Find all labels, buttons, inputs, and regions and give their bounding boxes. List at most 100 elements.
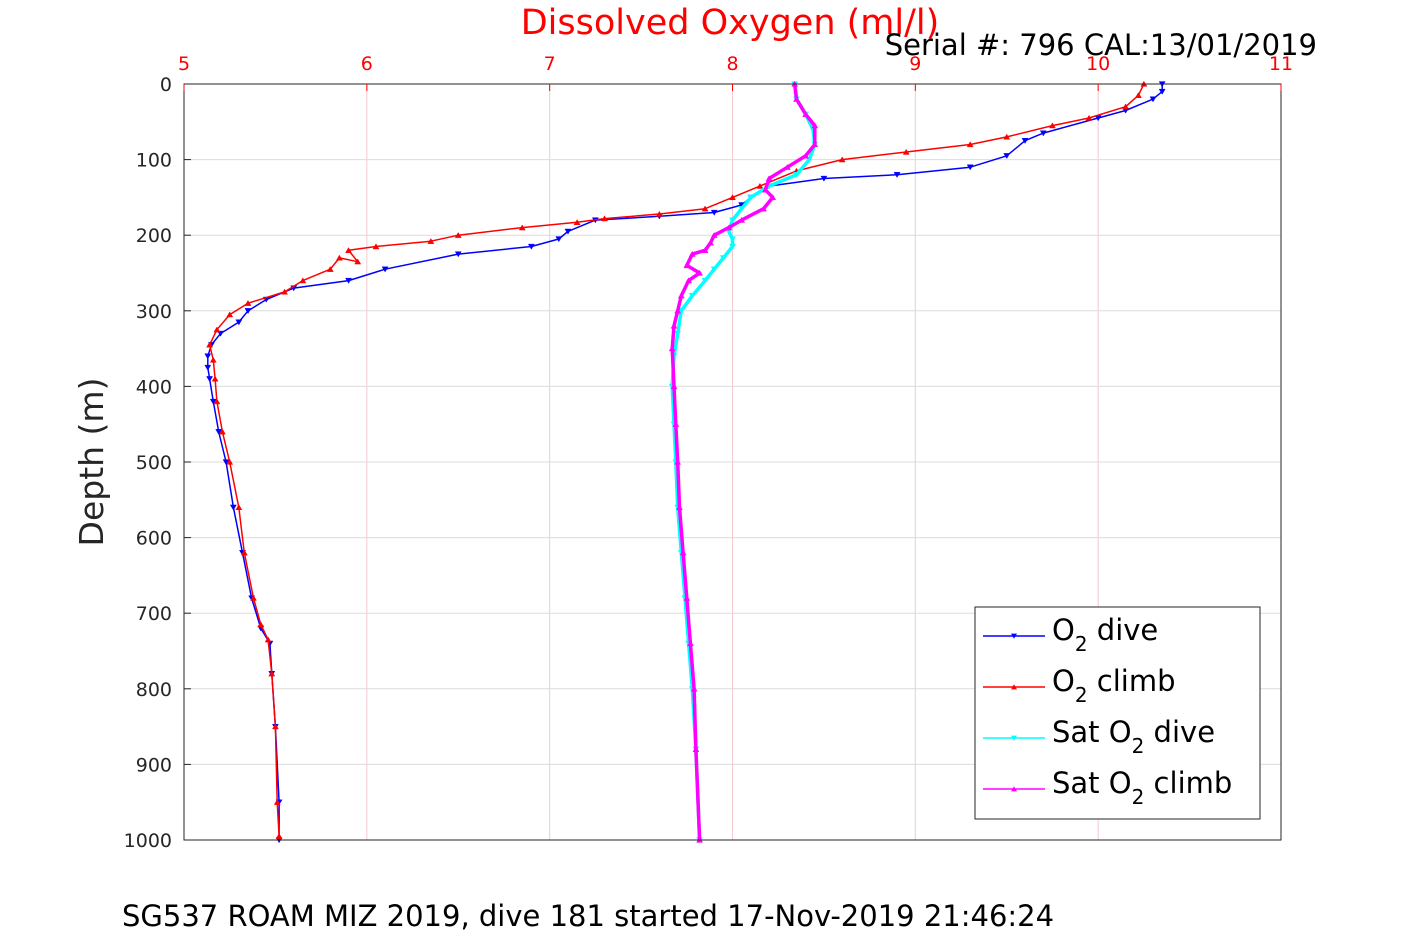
sat_climb-point [710,232,718,238]
o2_climb-point [218,428,226,435]
o2_dive-point [1021,138,1029,144]
sat_climb-point [811,141,819,148]
x-tick-label: 6 [361,53,373,75]
o2_dive-point [564,228,572,235]
o2_climb-point [271,723,279,730]
o2_climb-point [275,833,283,839]
o2_climb-point [235,504,243,511]
sat_climb-point [677,292,685,299]
o2_climb-point [226,311,234,318]
o2_climb-point [209,356,217,363]
sat_climb-point [793,95,800,102]
o2_climb-point [655,210,663,217]
o2_climb-point [211,375,219,382]
sat_climb-point [676,504,683,511]
legend-item-sat_dive: Sat O2 dive [983,715,1215,758]
legend-label: O2 climb [1052,664,1176,707]
o2_climb-point [966,141,974,148]
sat_dive-point [677,308,685,314]
legend-label: Sat O2 dive [1052,715,1215,758]
sat_climb-point [688,250,696,257]
sat_climb-point [701,247,709,253]
sat_climb-point [668,345,676,352]
o2_climb-point [372,243,380,250]
y-tick-label: 600 [136,528,172,550]
o2_dive-point [204,364,212,371]
series-sat_climb [668,80,819,843]
dive-info-footer: SG537 ROAM MIZ 2019, dive 181 started 17… [122,899,1054,933]
o2_climb-point [206,341,214,348]
sat_climb-point [683,594,691,601]
o2_climb-point [273,799,281,805]
o2_dive-point [710,209,718,216]
o2_dive-point [209,398,217,405]
o2_climb-point [1134,92,1142,98]
sat_climb-point [769,194,777,201]
legend-item-sat_climb: Sat O2 climb [983,766,1232,809]
o2_climb-point [335,254,343,261]
legend-item-o2_climb: O2 climb [983,664,1176,707]
chart-title: Dissolved Oxygen (ml/l) [521,3,940,43]
o2_dive-point [229,504,237,511]
o2_climb-point [518,224,526,231]
o2_climb-point [250,594,257,601]
o2_dive-line [207,84,1163,840]
sat_climb-point [687,640,694,647]
o2_climb-point [240,549,248,556]
sat_climb-point [674,458,682,465]
o2_climb-point [838,156,846,163]
o2_climb-point [281,288,288,295]
o2_dive-point [204,353,212,360]
sat_dive-point [805,156,813,163]
sat_climb-point [690,685,698,692]
o2_climb-point [226,458,234,465]
o2_dive-point [206,376,214,383]
sat_dive-point [729,243,736,250]
sat_climb-point [696,269,704,276]
sat_climb-point [811,122,819,129]
y-tick-label: 300 [136,301,172,323]
o2_climb-point [1003,133,1011,140]
o2_dive-point [893,172,901,178]
o2_climb-point [244,300,252,306]
o2_climb-point [573,219,581,225]
sat_climb-point [761,186,769,193]
o2_dive-point [235,319,243,326]
sat_dive-point [729,236,736,243]
sat_climb-point [670,322,678,329]
sat_climb-point [674,307,682,314]
legend-label: Sat O2 climb [1052,766,1232,809]
sat_climb-point [679,549,687,556]
o2_climb-point [257,621,265,628]
sat_climb-point [765,175,773,182]
o2_climb-point [326,266,334,272]
y-tick-label: 400 [136,376,172,398]
legend-box [974,606,1261,820]
o2_dive-point [1158,88,1166,95]
sat_climb-point [725,224,733,231]
o2_dive-point [1003,153,1011,160]
serial-cal-label: Serial #: 796 CAL:13/01/2019 [885,28,1317,62]
sat_dive-point [738,206,746,212]
y-tick-label: 1000 [124,830,172,852]
sat_climb-point [685,277,693,284]
sat_climb-point [683,262,691,269]
o2_dive-point [345,277,352,284]
o2_climb-point [1122,103,1130,110]
o2_dive-point [820,175,828,182]
o2_climb-point [1085,114,1093,121]
o2_climb-point [213,326,221,333]
legend-marker [1011,786,1017,792]
o2_dive-point [1039,130,1047,137]
o2_dive-point [1149,96,1157,103]
y-tick-label: 500 [136,452,172,474]
sat_climb-point [670,383,678,390]
sat_climb-point [672,421,680,427]
y-tick-label: 900 [136,754,172,776]
o2_climb-point [268,670,276,677]
x-tick-label: 11 [1269,53,1293,75]
o2_dive-point [381,266,389,273]
series-layer [204,80,1166,844]
legend: O2 dive O2 climb Sat O2 dive Sat O2 climb [974,606,1261,820]
sat_dive-point [793,172,800,178]
